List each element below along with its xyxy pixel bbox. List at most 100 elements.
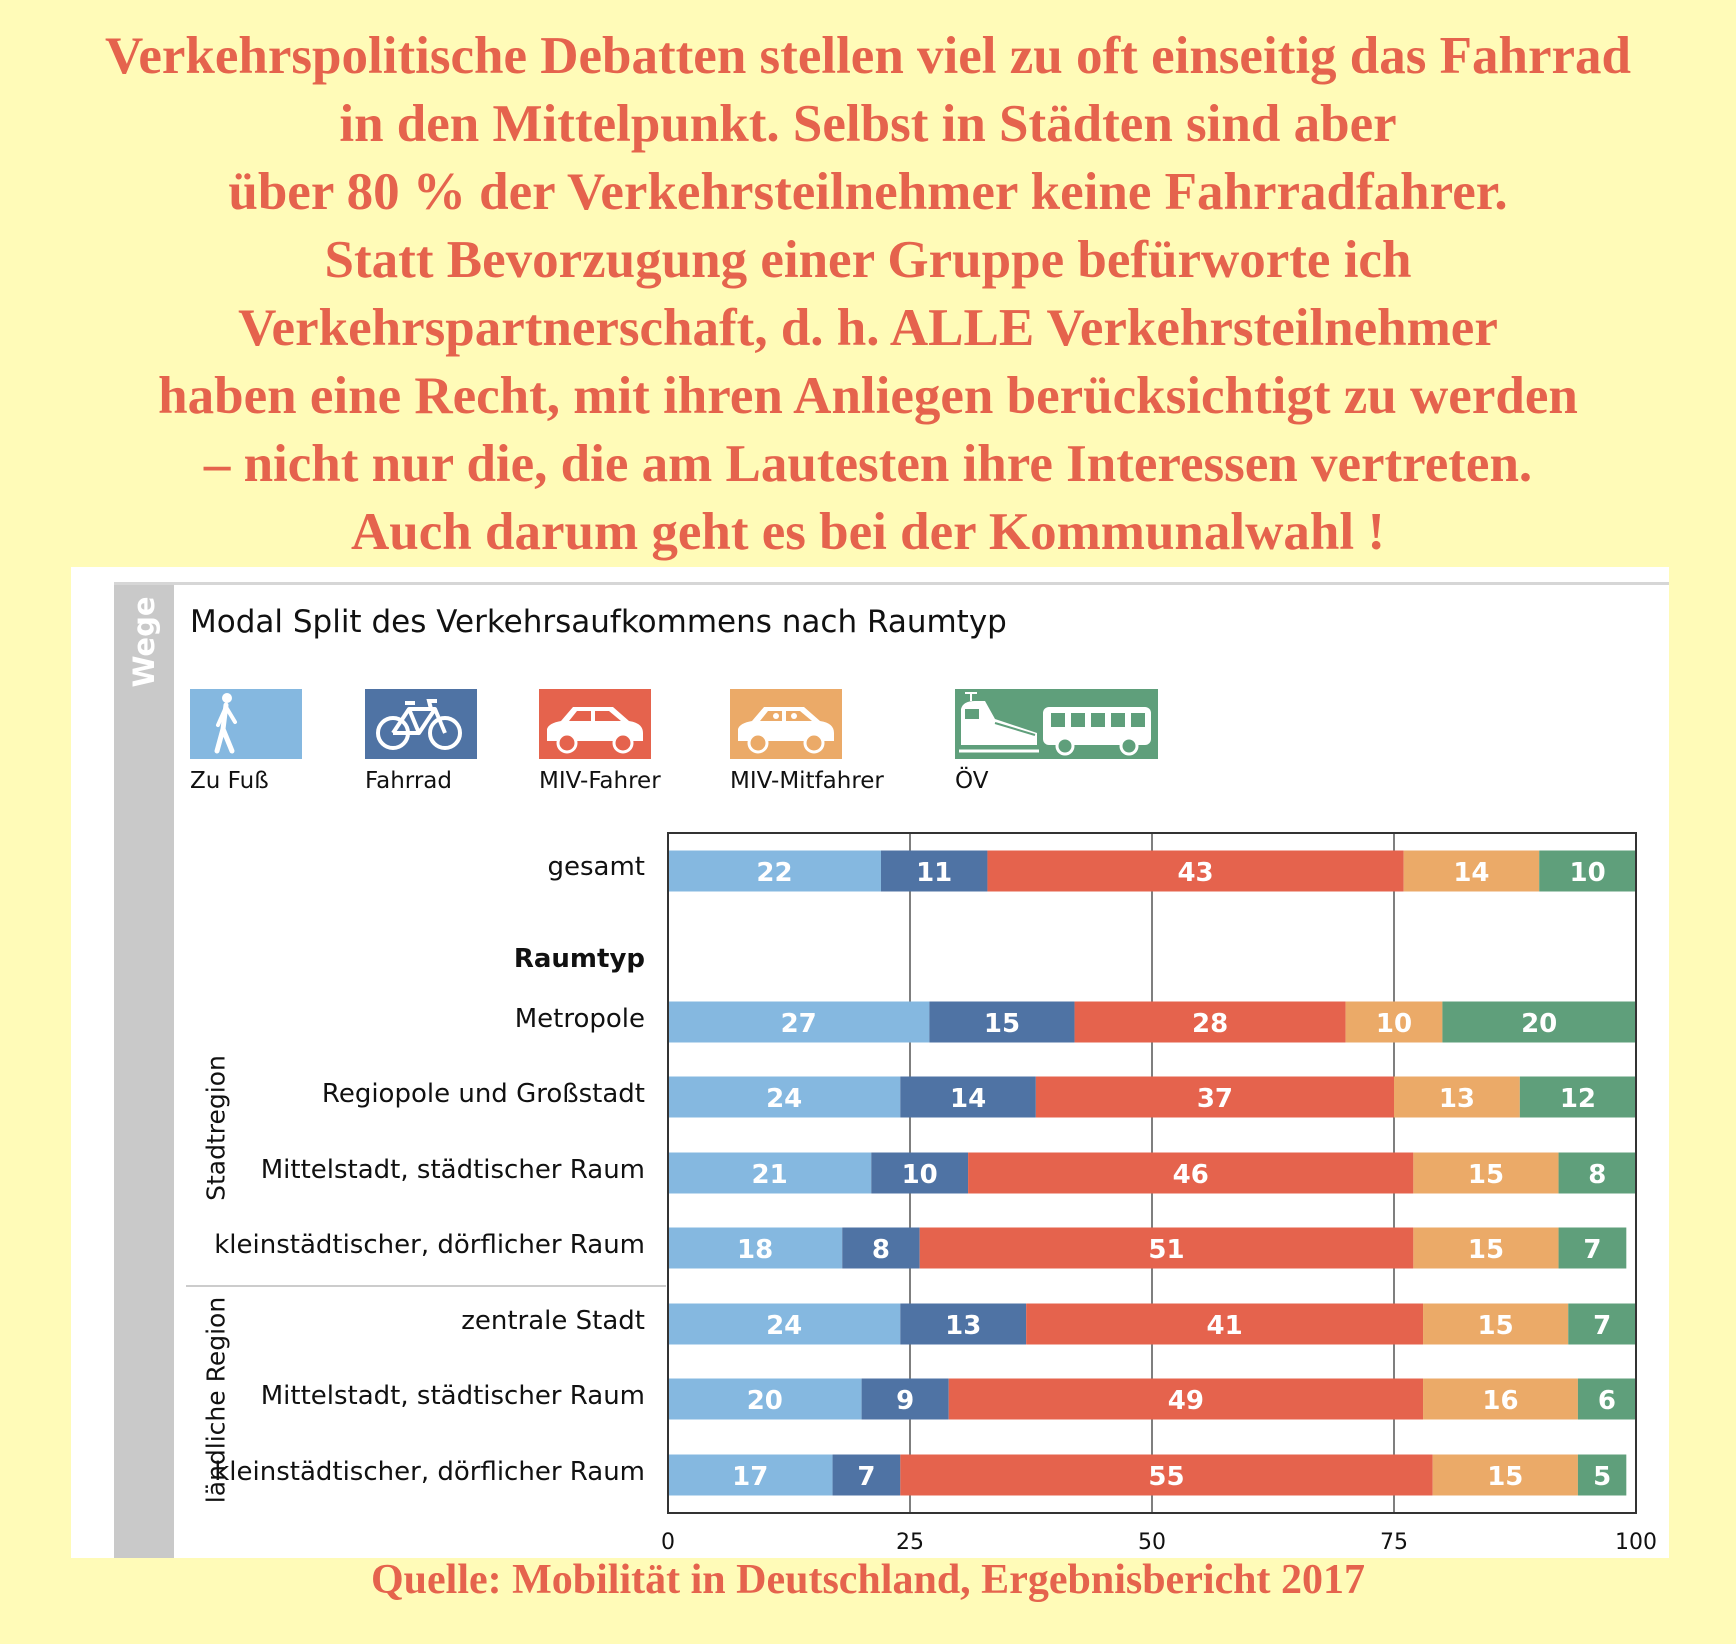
plot-frame — [667, 832, 1637, 1514]
bar-segment — [1026, 1303, 1424, 1345]
data-label: 13 — [945, 1311, 981, 1341]
data-label: 10 — [902, 1160, 938, 1190]
bar-segment — [668, 1454, 833, 1496]
legend-label: Zu Fuß — [190, 768, 269, 794]
headline-line: Verkehrspartnerschaft, d. h. ALLE Verkeh… — [238, 299, 1498, 357]
data-label: 8 — [872, 1235, 890, 1265]
x-tick-label: 75 — [1380, 1530, 1408, 1555]
data-label: 14 — [950, 1084, 986, 1114]
data-label: 15 — [1468, 1235, 1504, 1265]
data-label: 55 — [1148, 1462, 1184, 1492]
data-label: 24 — [766, 1084, 802, 1114]
bar-segment — [1442, 1001, 1636, 1043]
data-label: 5 — [1593, 1462, 1611, 1492]
bar-segment — [948, 1378, 1424, 1420]
bar-segment — [1432, 1454, 1578, 1496]
data-label: 49 — [1168, 1386, 1204, 1416]
data-label: 8 — [1588, 1160, 1606, 1190]
data-label: 20 — [1521, 1009, 1557, 1039]
bar-segment — [668, 1303, 901, 1345]
bar-segment — [1035, 1076, 1394, 1118]
bar-segment — [1403, 850, 1540, 892]
data-label: 18 — [737, 1235, 773, 1265]
bicycle-icon — [365, 689, 477, 759]
data-label: 14 — [1453, 858, 1489, 888]
headline-line: Statt Bevorzugung einer Gruppe befürwort… — [324, 231, 1412, 289]
bar-segment — [1074, 1001, 1346, 1043]
data-label: 16 — [1482, 1386, 1518, 1416]
data-label: 28 — [1192, 1009, 1228, 1039]
category-label: Regiopole und Großstadt — [321, 1079, 645, 1109]
data-label: 10 — [1570, 858, 1606, 888]
bar-segment — [668, 1378, 862, 1420]
legend-label: MIV-Mitfahrer — [730, 768, 884, 794]
headline-line: haben eine Recht, mit ihren Anliegen ber… — [158, 367, 1578, 425]
data-label: 11 — [916, 858, 952, 888]
data-label: 6 — [1598, 1386, 1616, 1416]
bar-segment — [1413, 1152, 1559, 1194]
bar-segment — [668, 1001, 930, 1043]
bar-segment — [1394, 1076, 1520, 1118]
data-label: 13 — [1439, 1084, 1475, 1114]
bar-segment — [668, 1076, 901, 1118]
bar-segment — [900, 1076, 1036, 1118]
bar-segment — [968, 1152, 1414, 1194]
data-label: 37 — [1197, 1084, 1233, 1114]
data-label: 12 — [1560, 1084, 1596, 1114]
data-label: 20 — [747, 1386, 783, 1416]
bar-segment — [1519, 1076, 1636, 1118]
data-label: 7 — [1593, 1311, 1611, 1341]
bar-segment — [929, 1001, 1075, 1043]
category-label: kleinstädtischer, dörflicher Raum — [214, 1457, 645, 1487]
x-tick-label: 100 — [1615, 1530, 1657, 1555]
chart-title: Modal Split des Verkehrsaufkommens nach … — [190, 604, 1007, 640]
bar-segment — [861, 1378, 949, 1420]
bar-segment — [1345, 1001, 1443, 1043]
bar-segment — [668, 1227, 843, 1269]
bar-segment — [842, 1227, 920, 1269]
sidebar-bar — [114, 585, 174, 1558]
panel-top-rule — [114, 582, 1669, 585]
data-label: 27 — [781, 1009, 817, 1039]
data-label: 51 — [1148, 1235, 1184, 1265]
bar-segment — [832, 1454, 901, 1496]
headline-line: – nicht nur die, die am Lautesten ihre I… — [203, 435, 1533, 493]
data-label: 15 — [984, 1009, 1020, 1039]
car-icon — [539, 689, 651, 759]
data-label: 15 — [1487, 1462, 1523, 1492]
headline-line: in den Mittelpunkt. Selbst in Städten si… — [339, 95, 1397, 153]
data-label: 22 — [756, 858, 792, 888]
bar-segment — [1539, 850, 1636, 892]
train-bus-icon — [955, 689, 1158, 759]
bar-segment — [871, 1152, 969, 1194]
category-label: Metropole — [514, 1004, 645, 1034]
bar-segment — [900, 1303, 1027, 1345]
headline-line: über 80 % der Verkehrsteilnehmer keine F… — [228, 163, 1508, 221]
category-label: gesamt — [547, 852, 646, 882]
x-tick-label: 50 — [1138, 1530, 1166, 1555]
section-header: Raumtyp — [513, 944, 645, 974]
bar-segment — [1423, 1303, 1569, 1345]
bar-segment — [880, 850, 988, 892]
bar-segment — [1577, 1378, 1636, 1420]
pedestrian-icon — [190, 689, 302, 759]
bar-segment — [900, 1454, 1433, 1496]
data-label: 10 — [1376, 1009, 1412, 1039]
data-label: 15 — [1468, 1160, 1504, 1190]
headline-line: Verkehrspolitische Debatten stellen viel… — [104, 27, 1632, 85]
headline-line: Auch darum geht es bei der Kommunalwahl … — [350, 503, 1386, 561]
data-label: 7 — [1583, 1235, 1601, 1265]
data-label: 9 — [896, 1386, 914, 1416]
headline: Verkehrspolitische Debatten stellen viel… — [0, 22, 1736, 566]
category-label: Mittelstadt, städtischer Raum — [260, 1155, 645, 1185]
x-tick-label: 25 — [896, 1530, 924, 1555]
data-label: 7 — [857, 1462, 875, 1492]
category-label: zentrale Stadt — [461, 1306, 645, 1336]
bar-segment — [1423, 1378, 1578, 1420]
data-label: 15 — [1478, 1311, 1514, 1341]
x-tick-label: 0 — [661, 1530, 675, 1555]
data-label: 43 — [1177, 858, 1213, 888]
category-label: kleinstädtischer, dörflicher Raum — [214, 1230, 645, 1260]
legend-label: ÖV — [955, 768, 989, 794]
